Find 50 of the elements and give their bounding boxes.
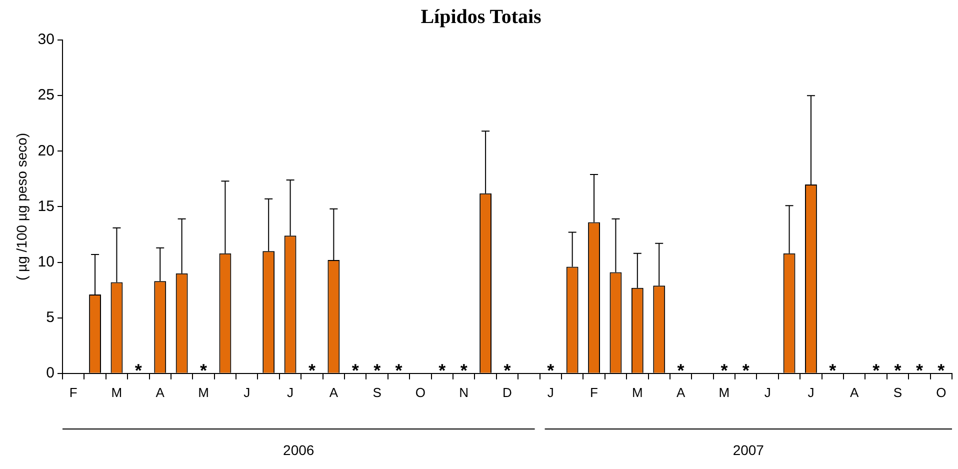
data-label: *	[547, 360, 554, 380]
data-label: *	[438, 360, 446, 380]
y-tick-label: 20	[38, 142, 54, 160]
y-axis-title: ( µg /100 µg peso seco)	[13, 132, 30, 281]
data-label: *	[938, 360, 945, 380]
x-tick-label: A	[156, 384, 165, 400]
data-label: *	[395, 360, 402, 380]
data-label: *	[352, 360, 359, 380]
x-tick-label: A	[329, 384, 338, 400]
data-label: *	[134, 360, 142, 380]
x-tick-label: M	[632, 384, 643, 400]
x-tick-label: O	[936, 384, 946, 400]
data-label: *	[720, 360, 728, 380]
data-label: *	[742, 360, 750, 380]
y-tick-label: 0	[46, 364, 54, 382]
data-label: *	[872, 360, 880, 380]
chart-title: Lípidos Totais	[420, 6, 542, 28]
x-tick-label: A	[850, 384, 860, 400]
x-tick-label: N	[459, 384, 469, 400]
x-tick-label: J	[547, 384, 554, 400]
x-tick-label: A	[676, 384, 686, 400]
y-tick-label: 25	[38, 86, 54, 104]
y-tick-label: 30	[38, 31, 54, 48]
y-tick-label: 15	[38, 198, 54, 215]
text: 2007	[732, 442, 764, 458]
x-tick-label: O	[415, 384, 426, 400]
data-label: *	[200, 360, 208, 380]
x-tick-label: D	[502, 384, 512, 400]
data-label: *	[374, 360, 381, 380]
x-tick-label: F	[590, 384, 598, 400]
x-tick-label: J	[244, 384, 250, 400]
text: 2006	[283, 442, 314, 458]
data-label: *	[504, 360, 511, 380]
x-tick-label: J	[808, 384, 814, 400]
x-tick-label: M	[111, 384, 122, 400]
data-label: *	[894, 360, 902, 380]
data-label: *	[829, 360, 836, 380]
y-tick-label: 10	[38, 253, 54, 270]
x-tick-label: J	[764, 384, 771, 400]
data-label: *	[460, 360, 468, 380]
x-tick-label: S	[893, 384, 902, 400]
data-label: *	[308, 360, 316, 380]
x-tick-label: J	[287, 384, 294, 400]
x-tick-label: M	[718, 384, 730, 400]
x-tick-label: S	[372, 384, 382, 400]
data-label: *	[916, 360, 923, 380]
x-tick-label: F	[69, 384, 78, 400]
x-tick-label: M	[198, 384, 209, 400]
data-label: *	[677, 360, 684, 380]
y-tick-label: 5	[46, 308, 54, 326]
